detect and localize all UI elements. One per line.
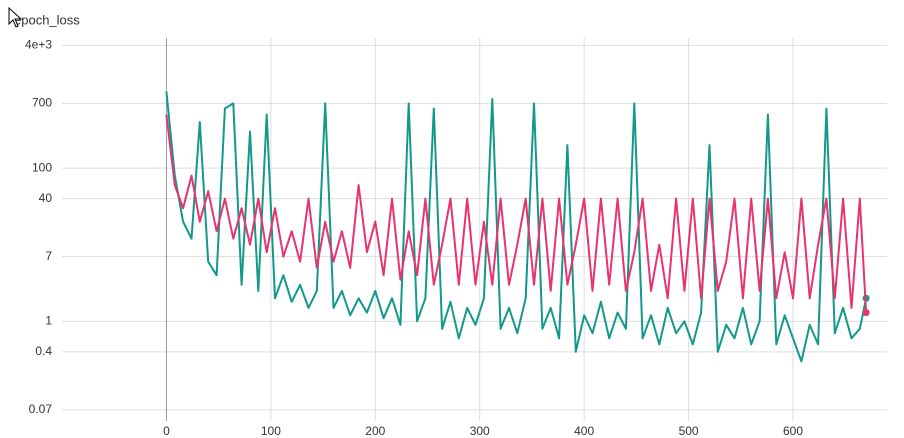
end-dot [862, 309, 870, 317]
x-tick-label: 600 [783, 424, 803, 438]
loss-line [165, 91, 868, 363]
x-tick-label: 0 [163, 424, 170, 438]
y-tick-label: 40 [39, 191, 53, 205]
cursor-icon [8, 6, 23, 28]
y-tick-label: 7 [45, 249, 52, 263]
loss-line [165, 114, 868, 313]
x-tick-label: 100 [261, 424, 281, 438]
y-tick-label: 4e+3 [25, 38, 52, 52]
x-tick-label: 400 [574, 424, 594, 438]
y-tick-label: 1 [45, 314, 52, 328]
x-tick-label: 300 [470, 424, 490, 438]
y-tick-label: 700 [32, 96, 52, 110]
x-tick-label: 200 [365, 424, 385, 438]
chart-title: epoch_loss [14, 12, 80, 27]
plot-area: 4e+3 700 100 40 7 1 0.4 0.07 0 100 200 300 400 500 600 [25, 38, 887, 438]
y-tick-label: 100 [32, 160, 52, 174]
x-tick-label: 500 [679, 424, 699, 438]
y-tick-label: 0.07 [29, 402, 53, 416]
y-tick-label: 0.4 [35, 344, 52, 358]
